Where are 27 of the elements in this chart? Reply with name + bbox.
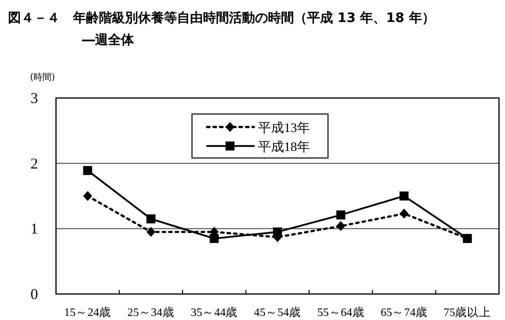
- legend-label: 平成18年: [258, 139, 310, 154]
- subtitle: ―週全体: [82, 33, 134, 48]
- point: [273, 227, 282, 236]
- y-tick-label: 1: [30, 222, 38, 238]
- x-tick-label: 75歳以上: [444, 306, 492, 319]
- point: [336, 210, 346, 220]
- point: [83, 166, 92, 176]
- point: [462, 234, 472, 243]
- point: [83, 191, 92, 201]
- y-tick-label: 3: [30, 91, 38, 107]
- y-tick-label: 0: [30, 287, 38, 303]
- point: [210, 234, 219, 243]
- point: [400, 208, 409, 219]
- point: [400, 192, 409, 200]
- y-axis-title: (時間): [30, 72, 56, 83]
- x-tick-label: 35～44歳: [190, 306, 238, 319]
- title: 図４－４ 年齢階級別休養等自由時間活動の時間（平成 13 年、18 年）: [8, 11, 435, 26]
- legend-label: 平成13年: [258, 120, 310, 135]
- point: [146, 214, 156, 224]
- x-tick-label: 45～54歳: [254, 306, 301, 319]
- point: [336, 221, 346, 232]
- x-tick-label: 55～64歳: [317, 306, 364, 319]
- x-tick-label: 65～74歳: [380, 306, 428, 319]
- x-tick-label: 25～34歳: [127, 306, 174, 319]
- y-tick-label: 2: [30, 156, 38, 172]
- x-tick-label: 15～24歳: [64, 306, 112, 319]
- point: [146, 226, 156, 237]
